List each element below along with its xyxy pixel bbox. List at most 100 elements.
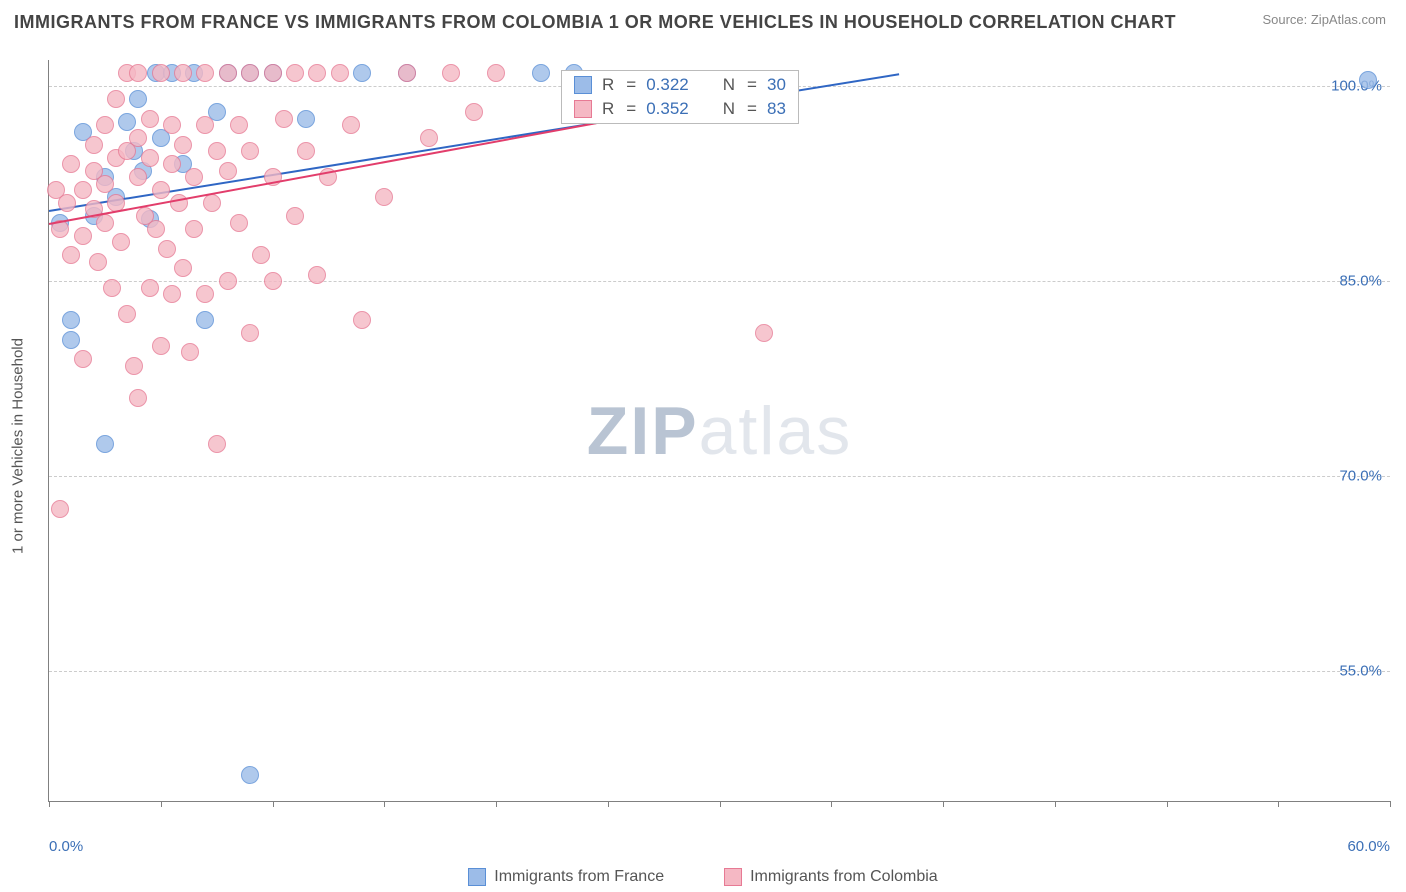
plot-area: ZIPatlas 55.0%70.0%85.0%100.0%0.0%60.0%R… (48, 60, 1390, 802)
scatter-point-colombia (331, 64, 349, 82)
scatter-point-colombia (112, 233, 130, 251)
scatter-point-france (241, 766, 259, 784)
scatter-point-colombia (163, 285, 181, 303)
scatter-point-colombia (174, 64, 192, 82)
scatter-point-colombia (96, 175, 114, 193)
scatter-point-colombia (353, 311, 371, 329)
scatter-point-colombia (230, 116, 248, 134)
scatter-point-colombia (230, 214, 248, 232)
scatter-point-colombia (196, 285, 214, 303)
stats-eq: = (626, 99, 636, 119)
legend-item-colombia: Immigrants from Colombia (724, 868, 938, 886)
scatter-point-colombia (152, 337, 170, 355)
scatter-point-colombia (118, 305, 136, 323)
scatter-point-france (118, 113, 136, 131)
scatter-point-colombia (219, 64, 237, 82)
scatter-point-colombia (51, 500, 69, 518)
scatter-point-colombia (208, 142, 226, 160)
scatter-point-colombia (158, 240, 176, 258)
scatter-point-colombia (129, 64, 147, 82)
scatter-point-colombia (465, 103, 483, 121)
chart-title: IMMIGRANTS FROM FRANCE VS IMMIGRANTS FRO… (14, 12, 1176, 33)
scatter-point-colombia (129, 129, 147, 147)
stats-r-label: R (602, 75, 614, 95)
gridline-h (49, 281, 1390, 282)
x-tick (273, 801, 274, 807)
scatter-point-colombia (308, 64, 326, 82)
scatter-point-colombia (62, 246, 80, 264)
scatter-point-france (129, 90, 147, 108)
scatter-point-colombia (241, 142, 259, 160)
x-tick (161, 801, 162, 807)
scatter-point-colombia (275, 110, 293, 128)
stats-eq: = (626, 75, 636, 95)
scatter-point-colombia (286, 207, 304, 225)
legend-label-france: Immigrants from France (494, 868, 664, 886)
x-tick (720, 801, 721, 807)
scatter-point-colombia (308, 266, 326, 284)
y-tick-label: 85.0% (1339, 273, 1382, 290)
x-tick (496, 801, 497, 807)
scatter-point-colombia (74, 227, 92, 245)
x-tick-label-end: 60.0% (1347, 838, 1390, 855)
scatter-point-france (1359, 71, 1377, 89)
scatter-point-colombia (185, 220, 203, 238)
scatter-point-colombia (208, 435, 226, 453)
x-tick (608, 801, 609, 807)
stats-r-value-france: 0.322 (646, 75, 689, 95)
y-tick-label: 70.0% (1339, 468, 1382, 485)
stats-n-value-colombia: 83 (767, 99, 786, 119)
scatter-point-colombia (107, 90, 125, 108)
x-tick (1167, 801, 1168, 807)
scatter-point-colombia (85, 136, 103, 154)
scatter-point-colombia (398, 64, 416, 82)
scatter-chart: 1 or more Vehicles in Household ZIPatlas… (48, 60, 1390, 832)
scatter-point-colombia (203, 194, 221, 212)
stats-swatch-colombia (574, 100, 592, 118)
scatter-point-france (196, 311, 214, 329)
scatter-point-colombia (241, 64, 259, 82)
legend-label-colombia: Immigrants from Colombia (750, 868, 938, 886)
scatter-point-colombia (196, 116, 214, 134)
scatter-point-colombia (163, 155, 181, 173)
scatter-point-colombia (241, 324, 259, 342)
scatter-point-colombia (89, 253, 107, 271)
stats-r-label: R (602, 99, 614, 119)
scatter-point-colombia (252, 246, 270, 264)
scatter-point-colombia (152, 181, 170, 199)
source-label: Source: ZipAtlas.com (1262, 12, 1386, 27)
scatter-point-colombia (264, 272, 282, 290)
scatter-point-colombia (342, 116, 360, 134)
y-tick-label: 55.0% (1339, 663, 1382, 680)
scatter-point-colombia (196, 64, 214, 82)
stats-box: R=0.322N=30R=0.352N=83 (561, 70, 799, 124)
scatter-point-colombia (129, 168, 147, 186)
stats-row-france: R=0.322N=30 (562, 73, 798, 97)
scatter-point-colombia (141, 279, 159, 297)
scatter-point-colombia (442, 64, 460, 82)
scatter-point-colombia (74, 350, 92, 368)
scatter-point-colombia (170, 194, 188, 212)
scatter-point-france (532, 64, 550, 82)
gridline-h (49, 671, 1390, 672)
scatter-point-colombia (219, 272, 237, 290)
scatter-point-colombia (62, 155, 80, 173)
stats-n-label: N (723, 99, 735, 119)
gridline-h (49, 476, 1390, 477)
watermark-zip: ZIP (587, 393, 699, 469)
scatter-point-colombia (264, 64, 282, 82)
scatter-point-france (353, 64, 371, 82)
x-tick (943, 801, 944, 807)
scatter-point-colombia (375, 188, 393, 206)
scatter-point-colombia (125, 357, 143, 375)
stats-n-label: N (723, 75, 735, 95)
scatter-point-colombia (181, 343, 199, 361)
legend-item-france: Immigrants from France (468, 868, 664, 886)
scatter-point-colombia (58, 194, 76, 212)
y-axis-title: 1 or more Vehicles in Household (10, 338, 27, 554)
x-tick (1278, 801, 1279, 807)
scatter-point-colombia (420, 129, 438, 147)
scatter-point-france (62, 331, 80, 349)
legend-swatch-france (468, 868, 486, 886)
scatter-point-colombia (174, 259, 192, 277)
